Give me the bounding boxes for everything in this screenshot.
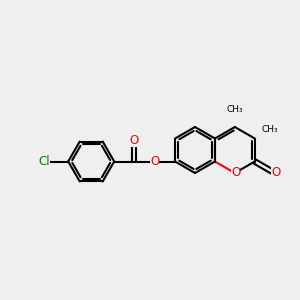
Text: CH₃: CH₃ xyxy=(262,125,279,134)
Text: O: O xyxy=(150,155,160,168)
Text: O: O xyxy=(231,167,241,179)
Text: O: O xyxy=(130,134,139,147)
Text: Cl: Cl xyxy=(39,155,50,168)
Text: CH₃: CH₃ xyxy=(226,105,243,114)
Text: O: O xyxy=(271,167,280,179)
